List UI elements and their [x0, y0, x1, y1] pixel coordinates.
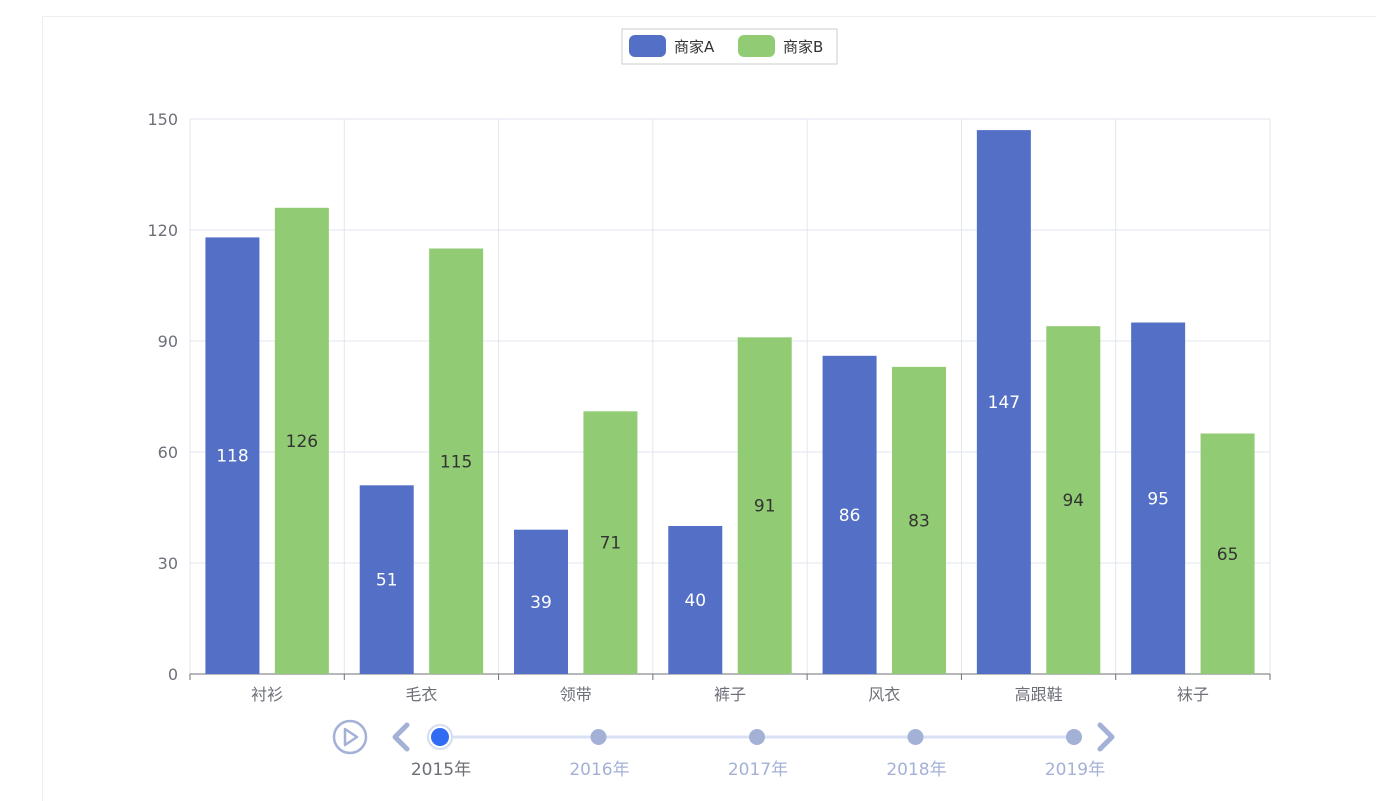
bar-value-label: 147 [988, 393, 1020, 413]
legend: 商家A 商家B [621, 28, 838, 65]
bar [668, 526, 723, 674]
bar [359, 485, 414, 674]
bar-value-label: 83 [908, 511, 930, 531]
timeline-point[interactable]: 2017年 [728, 729, 788, 780]
legend-border [621, 28, 838, 65]
chevron-right-icon[interactable] [1097, 722, 1115, 752]
grid [189, 118, 1271, 674]
bar [1200, 433, 1255, 674]
x-tick-label: 领带 [560, 685, 592, 704]
legend-swatch-series-a [629, 35, 666, 57]
bar-value-label: 86 [839, 506, 861, 526]
x-tick-label: 衬衫 [251, 685, 283, 704]
chart-frame [42, 16, 1376, 801]
bar-value-label: 94 [1062, 491, 1084, 511]
timeline-point-dot [749, 729, 765, 745]
timeline-point-dot [1066, 729, 1082, 745]
x-tick-label: 毛衣 [405, 685, 437, 704]
bar-value-label: 95 [1147, 489, 1169, 509]
play-icon-ring [332, 719, 368, 755]
bar [822, 355, 877, 674]
x-tick-label: 高跟鞋 [1015, 685, 1063, 704]
bar [583, 411, 638, 674]
bars [205, 130, 1255, 675]
bar [429, 248, 484, 674]
y-tick-label: 0 [168, 665, 178, 684]
timeline-point[interactable]: 2019年 [1045, 729, 1105, 780]
bar-value-label: 126 [286, 432, 318, 452]
bar [976, 130, 1031, 675]
legend-item-series-a[interactable]: 商家A [629, 35, 715, 57]
bar [892, 366, 946, 674]
bar [514, 529, 568, 674]
x-tick-label: 风衣 [868, 685, 900, 704]
timeline-point[interactable]: 2018年 [886, 729, 947, 780]
timeline-point-dot [590, 729, 607, 745]
y-tick-label: 120 [147, 221, 178, 240]
y-tick-label: 90 [158, 332, 178, 351]
timeline-point-dot [431, 728, 449, 746]
timeline-label[interactable]: 2019年 [1045, 760, 1105, 780]
play-button[interactable] [332, 719, 368, 755]
timeline-points: 2015年 2016年 2017年 2018年 2019年 [411, 724, 1105, 780]
bar-value-label: 91 [754, 497, 776, 517]
bar [274, 207, 329, 675]
x-tick-label: 袜子 [1177, 685, 1209, 704]
x-tick-label: 裤子 [714, 685, 746, 704]
bar [1131, 322, 1186, 674]
timeline-label[interactable]: 2015年 [411, 760, 471, 780]
timeline-point-dot [907, 729, 924, 745]
bar-value-label: 51 [376, 571, 398, 591]
bar-value-label: 40 [684, 591, 706, 611]
timeline-label[interactable]: 2016年 [569, 760, 629, 780]
timeline-point[interactable]: 2016年 [569, 729, 630, 780]
y-tick-label: 30 [158, 554, 178, 573]
timeline: 2015年 2016年 2017年 2018年 2019年 [332, 719, 1115, 780]
data-labels: 118 51 39 40 86 147 95 126 115 71 91 83 94 65 [216, 393, 1238, 613]
bar [737, 337, 792, 674]
bar-value-label: 65 [1217, 545, 1239, 565]
bar-value-label: 71 [600, 534, 622, 554]
legend-swatch-series-b [738, 35, 775, 57]
y-tick-label: 60 [158, 443, 178, 462]
bar-value-label: 115 [440, 452, 472, 472]
legend-label-series-b: 商家B [783, 38, 823, 56]
bar-value-label: 39 [530, 593, 552, 613]
legend-label-series-a: 商家A [674, 38, 715, 56]
y-tick-label: 150 [147, 110, 178, 129]
timeline-point[interactable]: 2015年 [411, 724, 471, 780]
bar-value-label: 118 [216, 447, 248, 467]
bar [205, 237, 260, 674]
timeline-label[interactable]: 2018年 [886, 760, 946, 780]
play-icon [343, 727, 359, 747]
chevron-left-icon[interactable] [392, 722, 410, 752]
legend-item-series-b[interactable]: 商家B [738, 35, 823, 57]
bar [1046, 326, 1101, 674]
timeline-label[interactable]: 2017年 [728, 760, 788, 780]
